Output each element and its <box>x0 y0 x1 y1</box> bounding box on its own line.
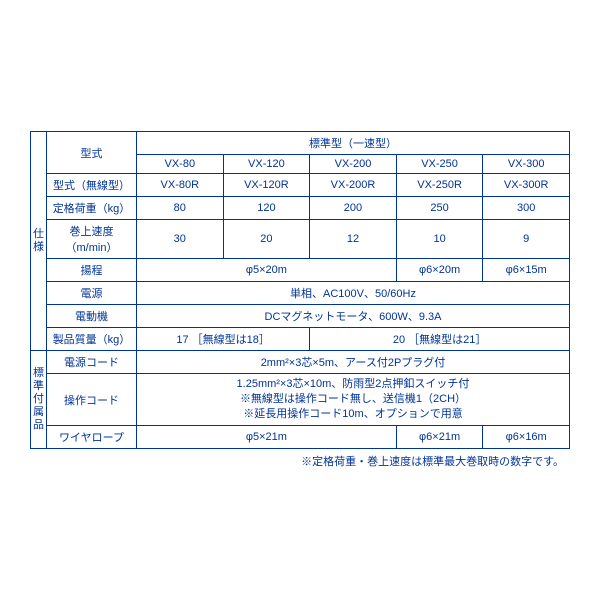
op-cord-line2: ※無線型は操作コード無し、送信機1（2CH） <box>139 392 567 407</box>
cell: φ5×20m <box>137 259 397 282</box>
cell: VX-120R <box>223 174 310 197</box>
cell: φ6×16m <box>483 425 570 448</box>
row-label: 操作コード <box>47 374 137 426</box>
row-label: 型式（無線型） <box>47 174 137 197</box>
cell: 120 <box>223 197 310 220</box>
side-label-acc: 標準付属品 <box>31 351 47 449</box>
row-label: ワイヤロープ <box>47 425 137 448</box>
header-group: 標準型（一速型） <box>137 132 570 155</box>
row-label: 定格荷重（kg） <box>47 197 137 220</box>
side-label-spec: 仕様 <box>31 132 47 351</box>
row-label-model: 型式 <box>47 132 137 174</box>
cell: 単相、AC100V、50/60Hz <box>137 282 570 305</box>
cell: VX-200R <box>310 174 397 197</box>
footnote: ※定格荷重・巻上速度は標準最大巻取時の数字です。 <box>30 453 570 469</box>
cell: VX-300 <box>483 155 570 174</box>
cell: 20 <box>223 220 310 259</box>
row-label: 揚程 <box>47 259 137 282</box>
spec-table: 仕様 型式 標準型（一速型） VX-80 VX-120 VX-200 VX-25… <box>30 131 570 449</box>
cell: VX-300R <box>483 174 570 197</box>
row-label: 製品質量（kg） <box>47 328 137 351</box>
op-cord-line1: 1.25mm²×3芯×10m、防雨型2点押釦スイッチ付 <box>139 377 567 392</box>
op-cord-line3: ※延長用操作コード10m、オプションで用意 <box>139 407 567 422</box>
cell: 10 <box>396 220 483 259</box>
cell: VX-80R <box>137 174 224 197</box>
cell-op-cord: 1.25mm²×3芯×10m、防雨型2点押釦スイッチ付 ※無線型は操作コード無し… <box>137 374 570 426</box>
cell: 2mm²×3芯×5m、アース付2Pプラグ付 <box>137 351 570 374</box>
row-label: 巻上速度（m/min） <box>47 220 137 259</box>
cell: VX-120 <box>223 155 310 174</box>
row-label: 電動機 <box>47 305 137 328</box>
row-label: 電源コード <box>47 351 137 374</box>
cell: φ6×15m <box>483 259 570 282</box>
cell: 17 ［無線型は18］ <box>137 328 310 351</box>
cell: φ5×21m <box>137 425 397 448</box>
cell: VX-80 <box>137 155 224 174</box>
cell: 200 <box>310 197 397 220</box>
cell: 20 ［無線型は21］ <box>310 328 570 351</box>
cell: 30 <box>137 220 224 259</box>
cell: VX-200 <box>310 155 397 174</box>
cell: VX-250 <box>396 155 483 174</box>
cell: 300 <box>483 197 570 220</box>
cell: 250 <box>396 197 483 220</box>
row-label: 電源 <box>47 282 137 305</box>
cell: 12 <box>310 220 397 259</box>
cell: 9 <box>483 220 570 259</box>
cell: φ6×20m <box>396 259 483 282</box>
cell: φ6×21m <box>396 425 483 448</box>
cell: VX-250R <box>396 174 483 197</box>
cell: 80 <box>137 197 224 220</box>
cell: DCマグネットモータ、600W、9.3A <box>137 305 570 328</box>
